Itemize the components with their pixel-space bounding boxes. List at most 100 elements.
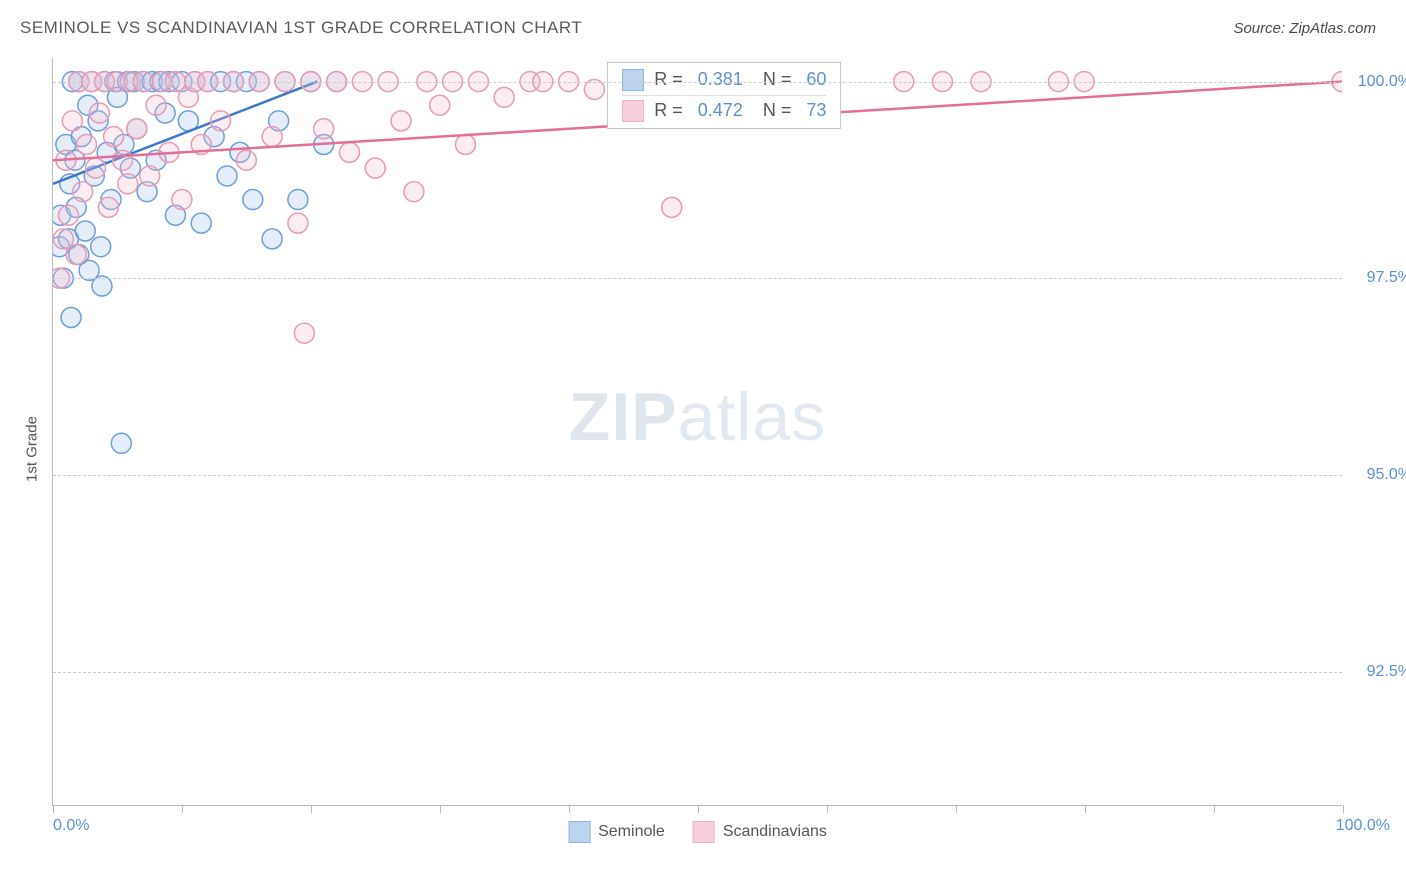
- x-tick: [698, 805, 699, 813]
- scatter-point: [236, 150, 256, 170]
- legend-label: Scandinavians: [723, 823, 827, 841]
- scatter-point: [262, 229, 282, 249]
- scatter-point: [61, 307, 81, 327]
- stats-r-label: R =: [654, 100, 688, 121]
- scatter-point: [73, 182, 93, 202]
- scatter-point: [79, 260, 99, 280]
- scatter-point: [58, 229, 78, 249]
- scatter-point: [146, 150, 166, 170]
- scatter-point: [66, 197, 86, 217]
- scatter-point: [65, 150, 85, 170]
- stats-row: R = 0.472 N = 73: [622, 95, 826, 124]
- stats-r-value: 0.472: [698, 100, 743, 121]
- y-axis-label: 1st Grade: [24, 416, 41, 482]
- watermark-bold: ZIP: [569, 379, 678, 455]
- scatter-point: [172, 190, 192, 210]
- scatter-point: [294, 323, 314, 343]
- bottom-legend: Seminole Scandinavians: [568, 821, 827, 843]
- scatter-point: [404, 182, 424, 202]
- scatter-point: [104, 127, 124, 147]
- scatter-point: [204, 127, 224, 147]
- scatter-point: [97, 142, 117, 162]
- scatter-point: [140, 166, 160, 186]
- scatter-point: [430, 95, 450, 115]
- scatter-point: [191, 213, 211, 233]
- scatter-point: [91, 237, 111, 257]
- scatter-point: [243, 190, 263, 210]
- stats-r-value: 0.381: [698, 69, 743, 90]
- grid-line: [53, 82, 1342, 83]
- scatter-point: [494, 87, 514, 107]
- stats-n-value: 60: [806, 69, 826, 90]
- x-tick: [311, 805, 312, 813]
- legend-label: Seminole: [598, 823, 665, 841]
- legend-item: Seminole: [568, 821, 665, 843]
- y-tick-label: 92.5%: [1352, 663, 1406, 681]
- x-tick: [827, 805, 828, 813]
- scatter-point: [71, 127, 91, 147]
- scatter-point: [127, 119, 147, 139]
- scatter-point: [159, 142, 179, 162]
- scatter-point: [56, 135, 76, 155]
- scatter-point: [107, 87, 127, 107]
- scatter-point: [455, 135, 475, 155]
- scatter-point: [662, 197, 682, 217]
- scatter-point: [120, 158, 140, 178]
- scatter-point: [62, 111, 82, 131]
- scatter-point: [155, 103, 175, 123]
- scatter-point: [111, 433, 131, 453]
- scatter-point: [58, 205, 78, 225]
- y-tick-label: 100.0%: [1352, 73, 1406, 91]
- stats-swatch: [622, 100, 644, 122]
- scatter-point: [77, 135, 97, 155]
- stats-row: R = 0.381 N = 60: [622, 67, 826, 93]
- scatter-point: [69, 245, 89, 265]
- stats-n-label: N =: [753, 69, 797, 90]
- stats-swatch: [622, 69, 644, 91]
- scatter-point: [178, 111, 198, 131]
- scatter-point: [262, 127, 282, 147]
- scatter-point: [146, 95, 166, 115]
- grid-line: [53, 475, 1342, 476]
- watermark: ZIPatlas: [569, 378, 826, 456]
- scatter-point: [84, 166, 104, 186]
- legend-swatch: [693, 821, 715, 843]
- scatter-point: [113, 150, 133, 170]
- scatter-point: [89, 103, 109, 123]
- scatter-point: [314, 119, 334, 139]
- scatter-point: [101, 190, 121, 210]
- y-tick-label: 97.5%: [1352, 269, 1406, 287]
- scatter-point: [288, 190, 308, 210]
- x-tick: [1085, 805, 1086, 813]
- scatter-point: [211, 111, 231, 131]
- scatter-point: [75, 221, 95, 241]
- scatter-point: [137, 182, 157, 202]
- stats-r-label: R =: [654, 69, 688, 90]
- scatter-point: [365, 158, 385, 178]
- scatter-point: [230, 142, 250, 162]
- chart-container: 1st Grade ZIPatlas R = 0.381 N = 60R = 0…: [40, 58, 1380, 840]
- scatter-point: [60, 174, 80, 194]
- stats-n-label: N =: [753, 100, 797, 121]
- watermark-light: atlas: [678, 379, 827, 455]
- scatter-point: [53, 229, 73, 249]
- scatter-point: [114, 135, 134, 155]
- grid-line: [53, 672, 1342, 673]
- scatter-point: [88, 111, 108, 131]
- scatter-point: [178, 87, 198, 107]
- x-tick: [569, 805, 570, 813]
- scatter-point: [314, 135, 334, 155]
- scatter-point: [288, 213, 308, 233]
- scatter-point: [98, 197, 118, 217]
- scatter-point: [165, 205, 185, 225]
- chart-title: SEMINOLE VS SCANDINAVIAN 1ST GRADE CORRE…: [20, 18, 582, 38]
- scatter-point: [56, 150, 76, 170]
- x-min-label: 0.0%: [53, 817, 89, 835]
- scatter-point: [53, 205, 71, 225]
- scatter-point: [127, 119, 147, 139]
- y-tick-label: 95.0%: [1352, 466, 1406, 484]
- plot-area: ZIPatlas R = 0.381 N = 60R = 0.472 N = 7…: [52, 58, 1342, 806]
- correlation-stats-box: R = 0.381 N = 60R = 0.472 N = 73: [607, 62, 841, 129]
- scatter-point: [391, 111, 411, 131]
- scatter-point: [78, 95, 98, 115]
